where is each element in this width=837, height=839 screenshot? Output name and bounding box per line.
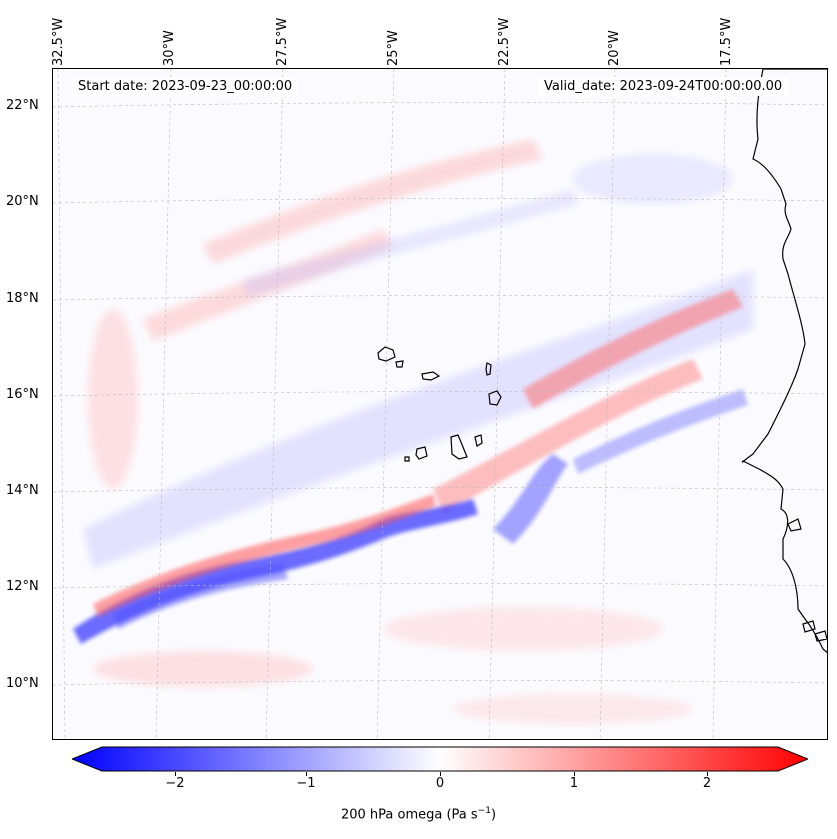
lon-label-22-5w: 22.5°W xyxy=(497,17,512,66)
island-sao-vicente xyxy=(395,360,404,368)
lat-label-16n: 16°N xyxy=(6,387,39,402)
cape-verde-islands xyxy=(377,346,502,462)
island-fogo xyxy=(415,446,428,460)
start-date-label: Start date: 2023-09-23_00:00:00 xyxy=(72,77,299,96)
cb-tick-0: 0 xyxy=(435,776,445,791)
africa-coast-islets xyxy=(787,518,802,532)
island-sal xyxy=(485,362,492,376)
descent-streak-east-1 xyxy=(523,289,743,409)
colorbar-body xyxy=(72,746,808,772)
lon-label-32-5w: 32.5°W xyxy=(51,17,66,66)
ascent-streak-east xyxy=(573,389,748,474)
lat-label-22n: 22°N xyxy=(6,98,39,113)
valid-date-label: Valid_date: 2023-09-24T00:00:00.00 xyxy=(538,77,789,96)
ascent-band-south xyxy=(113,564,288,629)
cb-tickmark-neg2 xyxy=(175,772,176,776)
omega-field-map xyxy=(53,69,827,739)
lat-label-14n: 14°N xyxy=(6,483,39,498)
descent-band-north xyxy=(203,139,543,264)
descent-patch-far-south xyxy=(453,694,693,724)
lon-label-17-5w: 17.5°W xyxy=(719,17,734,66)
island-maio xyxy=(474,434,483,447)
lat-label-10n: 10°N xyxy=(6,676,39,691)
lat-label-12n: 12°N xyxy=(6,579,39,594)
lon-label-27-5w: 27.5°W xyxy=(275,17,290,66)
africa-coastline xyxy=(741,69,827,654)
gridlines xyxy=(53,69,827,739)
ascent-blob-east xyxy=(493,454,568,544)
ascent-region-mid xyxy=(83,269,753,569)
lon-label-20w: 20°W xyxy=(607,30,622,66)
lon-label-30w: 30°W xyxy=(162,30,177,66)
island-santiago xyxy=(450,434,468,460)
island-brava xyxy=(404,456,410,462)
cb-tick-1: 1 xyxy=(569,776,579,791)
island-santo-antao xyxy=(377,346,396,362)
descent-streak-east-2 xyxy=(433,359,703,514)
cb-tick-neg1: −1 xyxy=(296,776,316,791)
lat-label-18n: 18°N xyxy=(6,291,39,306)
ascent-patch-northeast xyxy=(573,154,733,204)
omega-shading xyxy=(73,139,753,724)
descent-patch-south-1 xyxy=(93,651,313,687)
descent-patch-south-2 xyxy=(383,607,663,651)
cb-tickmark-1 xyxy=(574,772,575,776)
cb-tickmark-0 xyxy=(440,772,441,776)
ascent-band-north xyxy=(243,189,578,297)
bijagos-islands xyxy=(802,620,827,642)
cb-tickmark-neg1 xyxy=(306,772,307,776)
island-sao-nicolau xyxy=(421,371,441,381)
cb-tick-neg2: −2 xyxy=(165,776,185,791)
cb-tick-2: 2 xyxy=(702,776,712,791)
lon-label-25w: 25°W xyxy=(386,30,401,66)
island-boa-vista xyxy=(488,390,502,406)
cb-tickmark-2 xyxy=(707,772,708,776)
descent-streak-main xyxy=(93,494,436,617)
map-panel xyxy=(52,68,828,740)
colorbar-label: 200 hPa omega (Pa s−1) xyxy=(340,806,497,823)
colorbar xyxy=(72,746,808,772)
descent-patch-southwest xyxy=(88,309,138,489)
coastlines xyxy=(741,69,827,654)
lat-label-20n: 20°N xyxy=(6,194,39,209)
